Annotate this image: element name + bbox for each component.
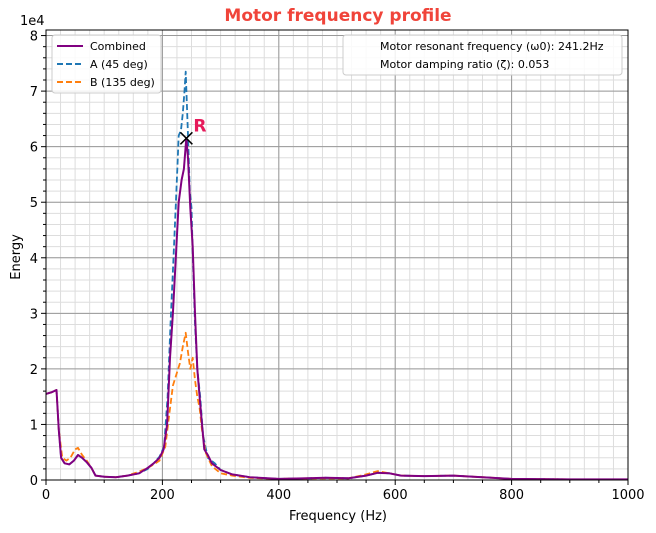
y-tick-label: 5 [30, 196, 38, 211]
axes: 0 200 400 600 800 1000 0 1 2 3 4 5 6 7 8 [30, 29, 645, 503]
y-tick-label: 0 [30, 474, 38, 489]
chart-title: Motor frequency profile [224, 6, 451, 26]
x-tick-label: 1000 [611, 488, 644, 503]
series-line-0 [45, 137, 628, 481]
resonance-label: R [193, 116, 206, 136]
legend-label: Combined [90, 40, 146, 53]
legend-box [51, 34, 162, 94]
x-tick-label: 800 [499, 488, 524, 503]
info-legend: Motor resonant frequency (ω0): 241.2Hz Mo… [342, 34, 623, 76]
series-lines [45, 70, 628, 481]
annotations: R [179, 116, 206, 145]
x-tick-label: 200 [150, 488, 175, 503]
y-tick-label: 4 [30, 252, 38, 267]
y-tick-label: 3 [30, 307, 38, 322]
y-tick-label: 8 [30, 30, 38, 45]
info-box [342, 34, 623, 76]
y-tick-label: 7 [30, 85, 38, 100]
x-tick-label: 0 [42, 488, 50, 503]
series-legend: Combined A (45 deg) B (135 deg) [51, 34, 162, 94]
grid-lines [45, 30, 629, 481]
y-axis-label: Energy [9, 234, 24, 280]
series-line-2 [45, 331, 628, 481]
resonance-marker [179, 131, 193, 145]
x-tick-label: 400 [266, 488, 291, 503]
y-tick-label: 1 [30, 418, 38, 433]
info-legend-text: Motor damping ratio (ζ): 0.053 [380, 58, 549, 71]
y-tick-label: 6 [30, 141, 38, 156]
legend-label: B (135 deg) [90, 76, 155, 89]
legend-label: A (45 deg) [90, 58, 148, 71]
x-axis-label: Frequency (Hz) [289, 509, 387, 524]
y-offset-label: 1e4 [20, 14, 45, 29]
info-legend-text: Motor resonant frequency (ω0): 241.2Hz [380, 40, 604, 53]
x-tick-label: 600 [383, 488, 408, 503]
y-tick-label: 2 [30, 363, 38, 378]
